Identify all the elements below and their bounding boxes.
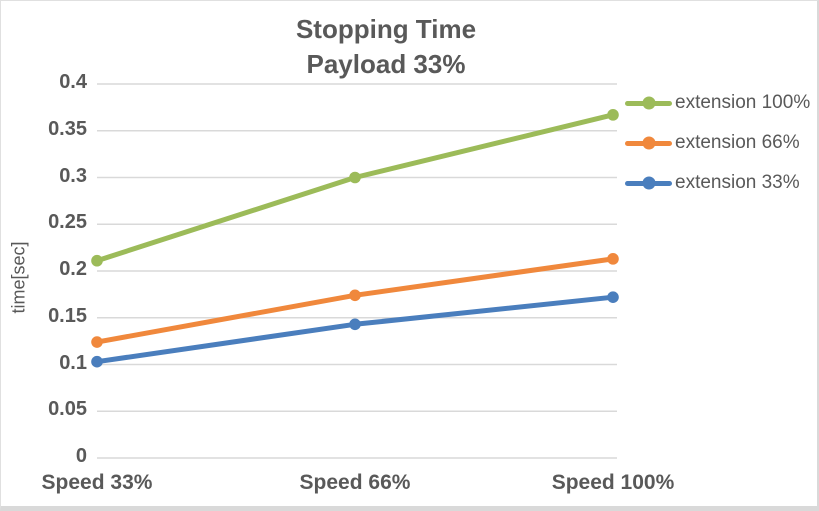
- legend-dot-icon: [642, 136, 655, 150]
- legend-line-marker-icon: [625, 96, 672, 110]
- y-tick-label: 0.25: [48, 211, 87, 234]
- y-tick-label: 0.1: [59, 351, 87, 374]
- chart-title-line2: Payload 33%: [306, 49, 466, 79]
- data-point-extension-33-: [349, 318, 361, 331]
- legend-dot-icon: [642, 96, 655, 110]
- y-tick-label: 0.2: [59, 258, 87, 280]
- legend-label: extension 100%: [675, 92, 811, 113]
- legend-line-marker-icon: [625, 136, 672, 150]
- data-point-extension-33-: [607, 291, 619, 303]
- chart-title-line1: Stopping Time: [295, 14, 477, 44]
- legend: extension 100% extension 66% extension 33%: [625, 83, 810, 203]
- data-point-extension-100-: [91, 254, 103, 267]
- data-point-extension-66-: [607, 253, 619, 265]
- x-category-label: Speed 100%: [551, 471, 675, 494]
- legend-item: extension 66%: [625, 123, 810, 163]
- legend-line-marker-icon: [625, 176, 672, 190]
- data-point-extension-33-: [91, 355, 103, 368]
- data-point-extension-66-: [349, 289, 361, 302]
- x-category-label: Speed 33%: [41, 471, 153, 494]
- y-tick-label: 0: [75, 445, 87, 467]
- series-line-extension-100-: [94, 112, 616, 264]
- data-point-extension-100-: [607, 109, 619, 121]
- chart-title: Stopping Time Payload 33%: [1, 12, 771, 82]
- legend-dot-icon: [642, 176, 655, 190]
- y-tick-label: 0.4: [59, 71, 87, 93]
- legend-label: extension 66%: [675, 132, 800, 153]
- y-tick-label: 0.3: [59, 164, 87, 187]
- y-tick-label: 0.35: [48, 117, 87, 140]
- x-category-label: Speed 66%: [299, 471, 411, 494]
- y-tick-label: 0.05: [48, 398, 87, 421]
- data-point-extension-100-: [349, 171, 361, 184]
- legend-item: extension 100%: [625, 83, 810, 123]
- legend-label: extension 33%: [675, 172, 800, 193]
- y-tick-label: 0.15: [48, 304, 87, 327]
- legend-item: extension 33%: [625, 163, 810, 203]
- data-point-extension-66-: [91, 336, 103, 348]
